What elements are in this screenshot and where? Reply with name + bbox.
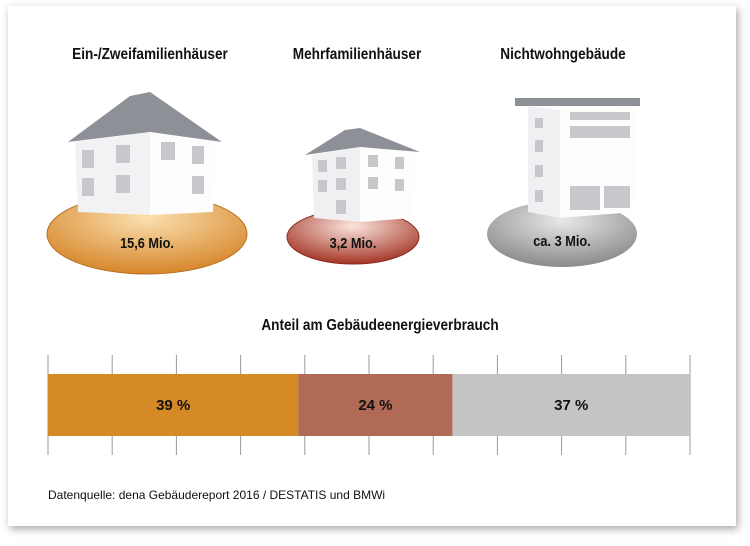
bar-label: 24 % <box>358 397 392 414</box>
count-ellipse-3 <box>487 201 637 267</box>
bar-segment <box>48 374 299 436</box>
single-family-house-icon <box>68 92 222 215</box>
bar-label: 39 % <box>156 397 190 414</box>
count-label-3: ca. 3 Mio. <box>533 233 591 250</box>
bar-segment <box>298 374 453 436</box>
non-residential-building-icon <box>515 98 640 218</box>
apartment-building-icon <box>305 128 420 222</box>
category-title-3: Nichtwohngebäude <box>500 46 626 63</box>
bar-segment <box>452 374 690 436</box>
category-title-2: Mehrfamilienhäuser <box>292 46 422 63</box>
count-label-1: 15,6 Mio. <box>120 235 174 252</box>
chart-title: Anteil am Gebäudeenergieverbrauch <box>261 317 499 334</box>
source-note: Datenquelle: dena Gebäudereport 2016 / D… <box>48 488 386 502</box>
count-label-2: 3,2 Mio. <box>329 235 377 252</box>
category-title-1: Ein-/Zweifamilienhäuser <box>72 46 228 63</box>
bar-label: 37 % <box>554 397 588 414</box>
